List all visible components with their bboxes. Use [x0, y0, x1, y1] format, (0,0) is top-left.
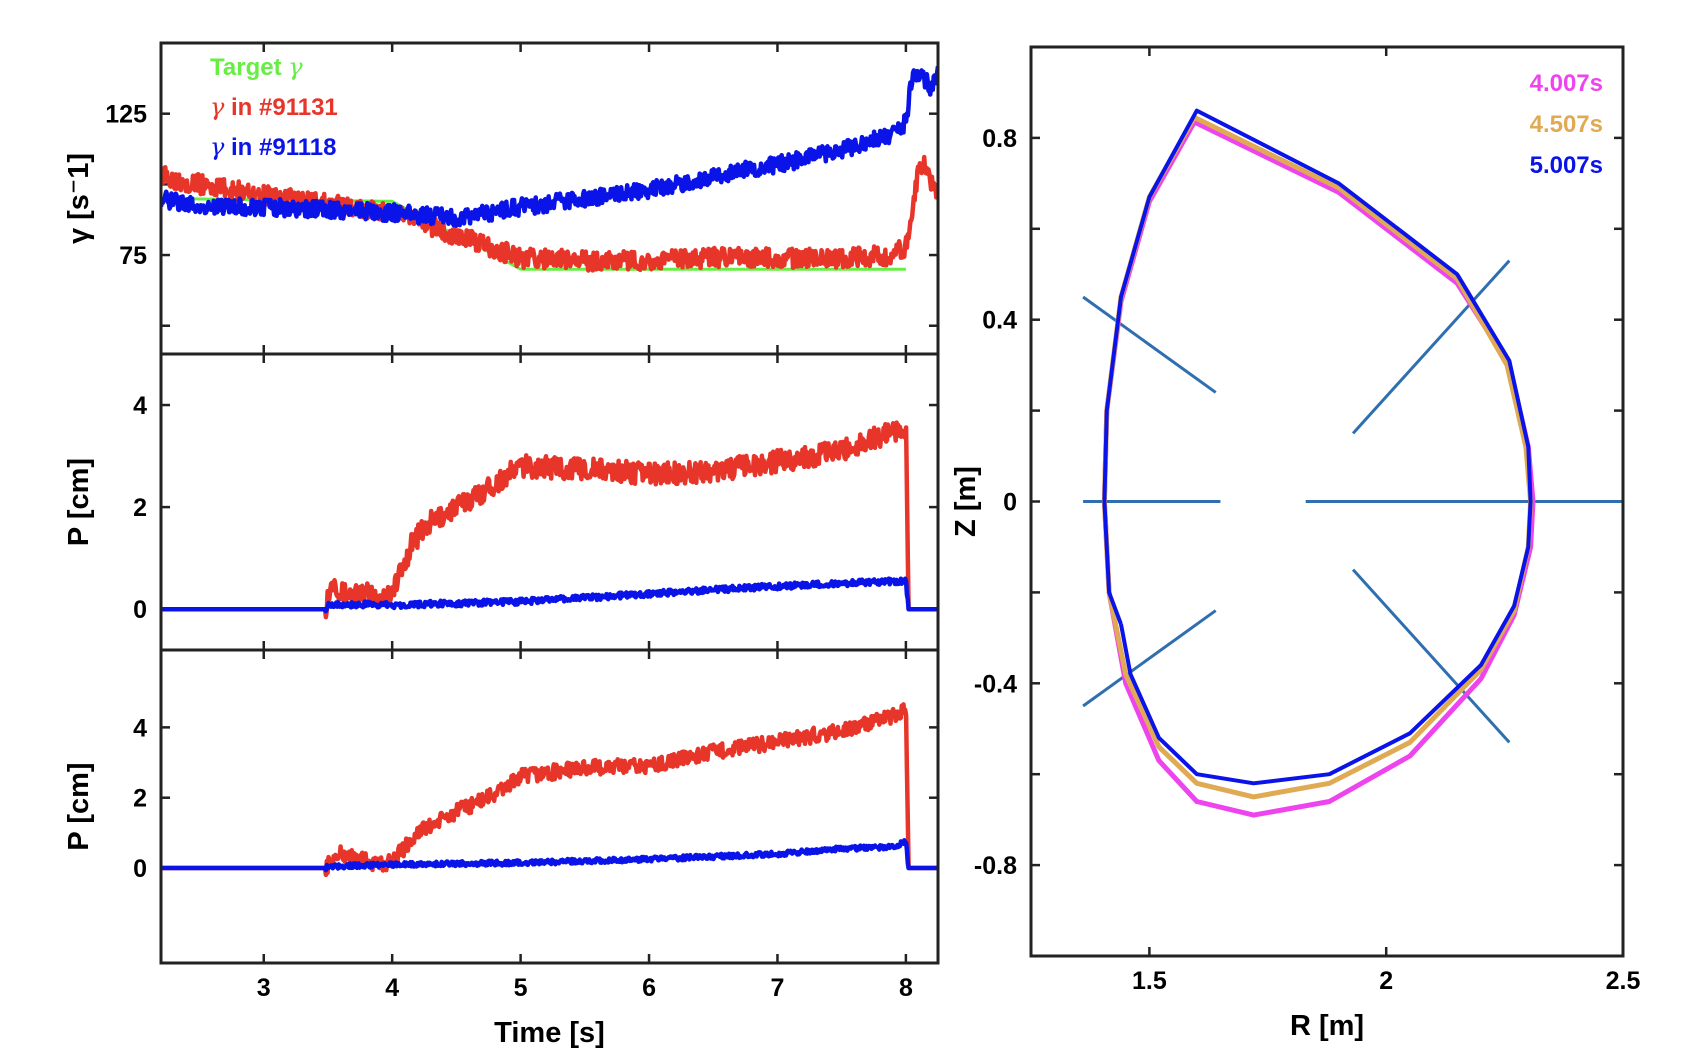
- y-tick-label: 75: [119, 242, 147, 270]
- diagnostic-chord: [1082, 295, 1217, 394]
- y-tick-label: 4: [133, 714, 147, 742]
- shape-panel: 0.80.40-0.4-0.81.5 2 2.5Z [m]R [m]4.007s4.…: [950, 45, 1641, 1042]
- axes-frame: [159, 648, 940, 965]
- legend: Target γ γ in #91131 γ in #91118: [210, 53, 338, 161]
- series-line: [161, 65, 938, 228]
- y-tick-label: 0: [133, 596, 147, 624]
- plot-area: [161, 702, 938, 878]
- y-tick-label: 0.4: [982, 307, 1017, 335]
- gamma-panel: 75 125 γ [s⁻1] Target γ γ in #91131 γ in #911…: [63, 41, 940, 356]
- plot-area: [161, 65, 938, 273]
- diagnostic-chord: [1082, 609, 1217, 708]
- y-tick-label: 4: [133, 392, 147, 420]
- series-line: [161, 576, 938, 614]
- axes-frame: [159, 352, 940, 652]
- tick-marks: [161, 650, 938, 963]
- tick-marks: [161, 354, 938, 650]
- series-line: [161, 154, 938, 273]
- y-tick-label: 2: [133, 785, 147, 813]
- y-tick-label: 0: [133, 855, 147, 883]
- x-axis-label: R [m]: [1290, 1010, 1364, 1042]
- y-axis-label: γ [s⁻1]: [63, 153, 95, 244]
- y-tick-label: 0: [1003, 489, 1017, 517]
- y-axis-label: P [cm]: [63, 458, 95, 546]
- x-tick-label: 2: [1379, 967, 1393, 995]
- diagnostic-chord: [1351, 259, 1511, 435]
- y-tick-label: -0.4: [974, 670, 1017, 698]
- legend: 4.007s 4.507s 5.007s: [1530, 70, 1603, 179]
- diagnostic-chord: [1351, 568, 1511, 744]
- y-tick-label: 2: [133, 494, 147, 522]
- plot-area: [1082, 108, 1623, 818]
- y-tick-label: 125: [105, 101, 147, 129]
- p-panel-bottom: 0 2 4 3 4 5 6 7 8 P [cm] Time [s]: [63, 648, 940, 1049]
- legend-entry: 5.007s: [1530, 152, 1603, 179]
- boundary-contour: [1102, 108, 1533, 786]
- x-tick-label: 3: [257, 974, 271, 1002]
- x-tick-label: 2.5: [1606, 967, 1641, 995]
- legend-entry: 4.507s: [1530, 111, 1603, 138]
- legend-entry: Target γ: [210, 53, 303, 81]
- y-axis-label: P [cm]: [63, 762, 95, 850]
- axes-frame: [1029, 45, 1625, 958]
- plot-area: [161, 420, 938, 620]
- y-axis-label: Z [m]: [950, 466, 982, 537]
- series-line: [161, 838, 938, 873]
- legend-entry: γ in #91118: [210, 133, 336, 161]
- legend-entry: γ in #91131: [210, 93, 338, 121]
- p-panel-middle: 0 2 4 P [cm]: [63, 352, 940, 652]
- y-tick-label: -0.8: [974, 852, 1017, 880]
- x-tick-label: 4: [385, 974, 399, 1002]
- x-tick-label: 5: [514, 974, 528, 1002]
- boundary-contour: [1101, 119, 1536, 818]
- x-tick-label: 6: [642, 974, 656, 1002]
- x-tick-label: 7: [771, 974, 785, 1002]
- x-tick-label: 8: [899, 974, 913, 1002]
- y-tick-label: 0.8: [982, 125, 1017, 153]
- x-tick-label: 1.5: [1132, 967, 1167, 995]
- legend-entry: 4.007s: [1530, 70, 1603, 97]
- x-axis-label: Time [s]: [494, 1017, 605, 1049]
